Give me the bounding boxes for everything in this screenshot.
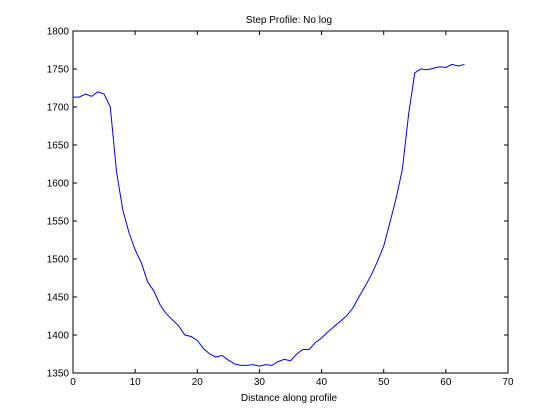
x-tick-label: 60 [440, 377, 452, 388]
x-axis-label: Distance along profile [241, 393, 338, 404]
y-tick-label: 1550 [47, 217, 70, 228]
y-tick-label: 1600 [47, 179, 70, 190]
x-tick-label: 20 [192, 377, 204, 388]
x-axis-ticks: 0 10 20 30 40 50 60 70 [70, 31, 514, 388]
x-tick-label: 70 [502, 377, 514, 388]
x-tick-label: 0 [70, 377, 76, 388]
y-tick-label: 1400 [47, 331, 70, 342]
y-tick-label: 1800 [47, 27, 70, 38]
y-axis-ticks: 1350 1400 1450 1500 1550 1600 1650 1700 1750 1800 [47, 27, 508, 380]
x-tick-label: 50 [378, 377, 390, 388]
y-tick-label: 1650 [47, 141, 70, 152]
x-tick-label: 10 [130, 377, 142, 388]
y-tick-label: 1700 [47, 103, 70, 114]
y-tick-label: 1750 [47, 65, 70, 76]
chart-title: Step Profile: No log [246, 15, 332, 26]
y-tick-label: 1450 [47, 293, 70, 304]
x-tick-label: 30 [254, 377, 266, 388]
x-tick-label: 40 [316, 377, 328, 388]
y-tick-label: 1500 [47, 255, 70, 266]
series-line [73, 63, 465, 367]
y-tick-label: 1350 [47, 369, 70, 380]
plot-area-frame [72, 30, 509, 374]
